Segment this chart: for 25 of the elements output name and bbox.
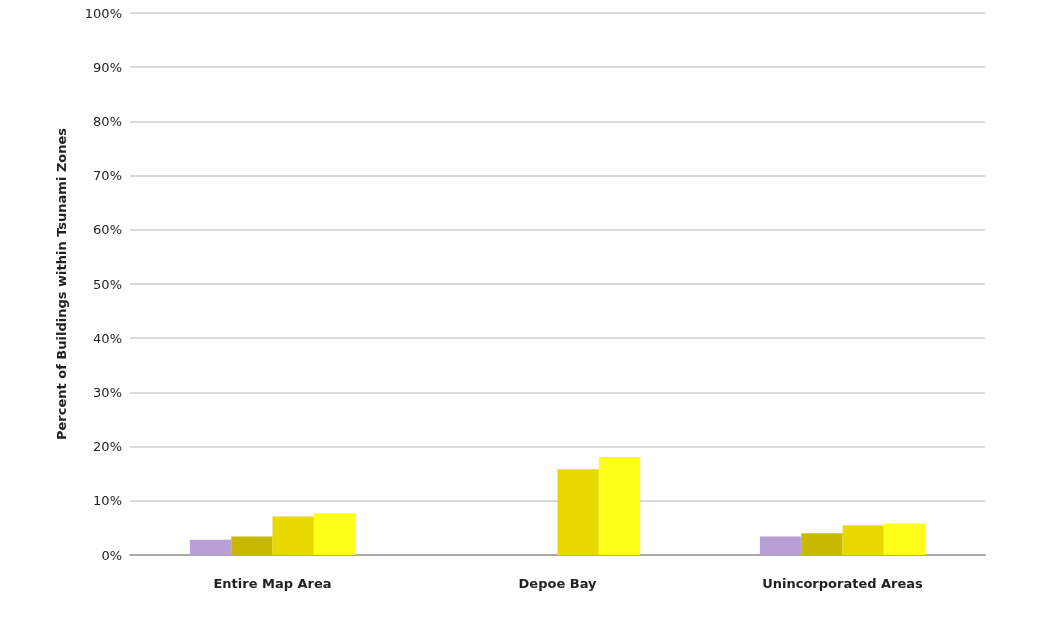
y-tick-label: 70% — [93, 168, 122, 184]
x-tick-label: Unincorporated Areas — [762, 576, 924, 591]
bar — [842, 525, 884, 555]
y-tick-label: 90% — [93, 59, 122, 75]
bar — [189, 539, 232, 555]
y-tick-label: 50% — [93, 276, 122, 292]
y-tick-label: 40% — [93, 330, 122, 346]
bar — [231, 536, 273, 555]
bar — [557, 469, 599, 555]
x-tick-label: Depoe Bay — [518, 576, 597, 591]
bar — [759, 536, 802, 555]
y-tick-label: 20% — [93, 439, 122, 455]
bar — [598, 456, 641, 555]
y-tick-label: 0% — [101, 547, 122, 563]
x-tick-label: Entire Map Area — [213, 576, 332, 591]
y-axis-title: Percent of Buildings within Tsunami Zones — [54, 127, 69, 441]
y-tick-label: 10% — [93, 493, 122, 509]
bar — [801, 533, 843, 555]
bar — [883, 523, 926, 555]
y-tick-label: 30% — [93, 384, 122, 400]
y-tick-label: 100% — [84, 5, 122, 21]
bar — [272, 516, 314, 555]
y-tick-label: 80% — [93, 113, 122, 129]
y-tick-label: 60% — [93, 222, 122, 238]
bar — [313, 513, 356, 555]
